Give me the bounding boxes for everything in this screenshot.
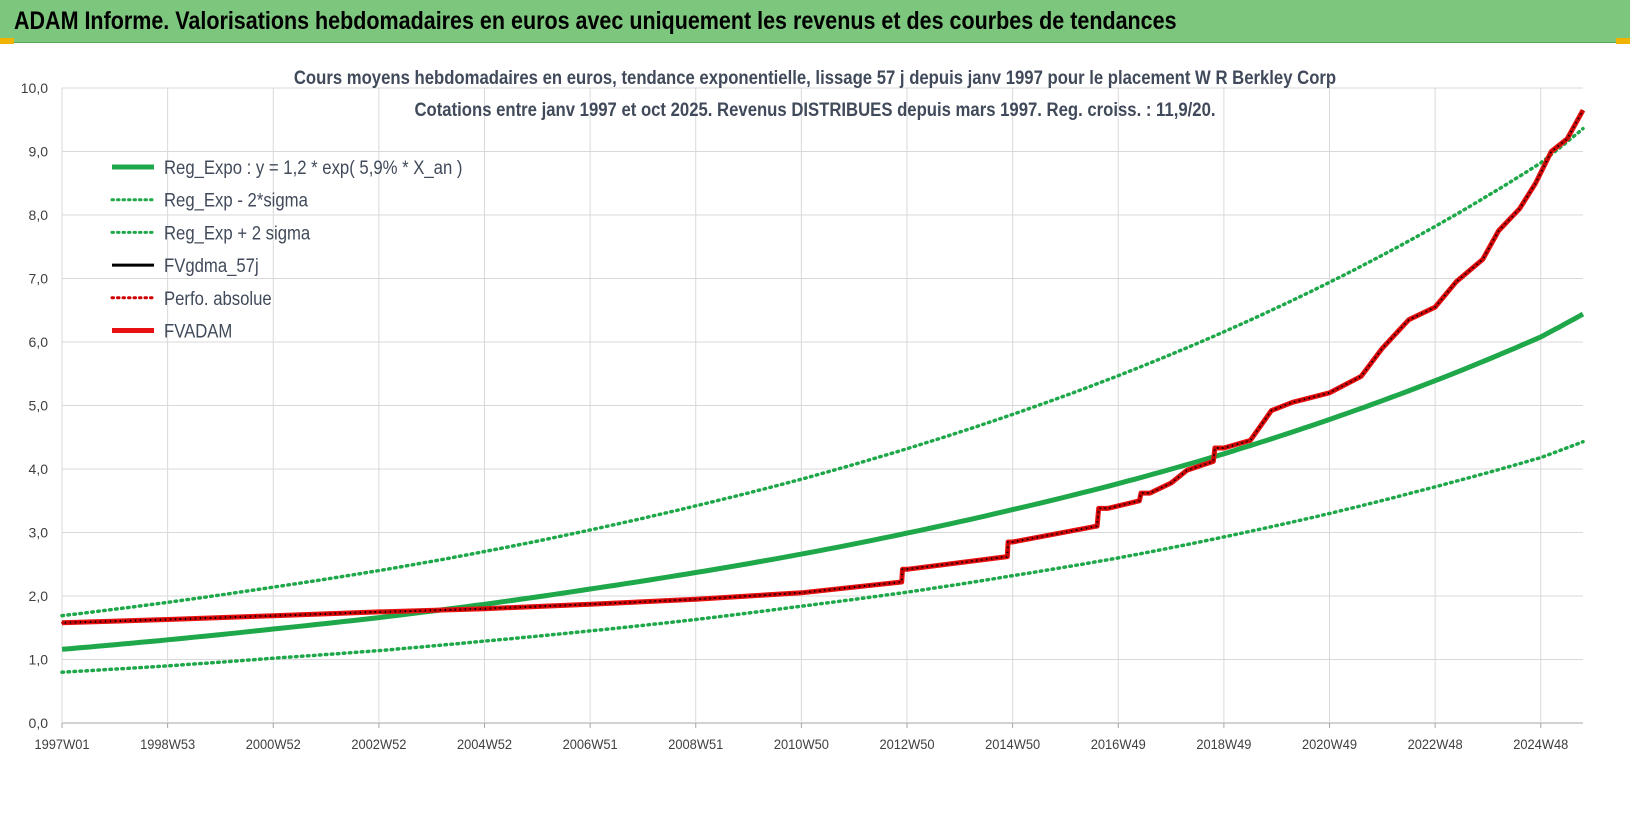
legend-label: FVgdma_57j: [164, 255, 259, 277]
x-tick-label: 2016W49: [1091, 737, 1146, 753]
x-tick-label: 2020W49: [1302, 737, 1357, 753]
corner-mark-right: [1616, 38, 1630, 44]
x-tick-label: 1997W01: [34, 737, 89, 753]
chart-legend: Reg_Expo : y = 1,2 * exp( 5,9% * X_an ) R…: [110, 157, 462, 342]
x-tick-label: 2004W52: [457, 737, 512, 753]
x-tick-label: 2000W52: [246, 737, 301, 753]
y-tick-label: 10,0: [21, 80, 48, 96]
y-tick-label: 9,0: [29, 144, 49, 160]
x-tick-label: 2014W50: [985, 737, 1040, 753]
y-tick-label: 5,0: [29, 398, 49, 414]
y-tick-label: 6,0: [29, 334, 49, 350]
chart-frame: 0,0 1,0 2,0 3,0 4,0 5,0 6,0 7,0 8,0 9,0 10,0 1997W…: [0, 42, 1630, 815]
chart-title-line1: Cours moyens hebdomadaires en euros, ten…: [294, 67, 1336, 88]
series-line-reg-exp-minus-2sigma: [60, 439, 1585, 674]
x-tick-label: 1998W53: [140, 737, 195, 753]
report-header: ADAM Informe. Valorisations hebdomadaire…: [0, 0, 1630, 43]
y-tick-label: 3,0: [29, 525, 49, 541]
y-tick-label: 0,0: [29, 715, 49, 731]
legend-label: Perfo. absolue: [164, 288, 272, 309]
x-tick-label: 2008W51: [668, 737, 723, 753]
y-tick-label: 2,0: [29, 588, 49, 604]
chart-title-line2: Cotations entre janv 1997 et oct 2025. R…: [414, 99, 1215, 120]
x-tick-label: 2006W51: [563, 737, 618, 753]
plot-area: [60, 108, 1586, 674]
y-tick-label: 8,0: [29, 207, 49, 223]
series-line-reg-exp-plus-2sigma: [60, 126, 1585, 618]
series-line-reg-expo: [61, 311, 1585, 652]
x-tick-label: 2012W50: [879, 737, 934, 753]
legend-label: FVADAM: [164, 321, 232, 342]
x-tick-label: 2024W48: [1513, 737, 1568, 753]
legend-label: Reg_Exp - 2*sigma: [164, 190, 308, 212]
y-axis: 0,0 1,0 2,0 3,0 4,0 5,0 6,0 7,0 8,0 9,0 10,0: [21, 80, 48, 731]
series-line-fvadam: [61, 108, 1586, 626]
y-tick-label: 7,0: [29, 271, 49, 287]
trend-chart: 0,0 1,0 2,0 3,0 4,0 5,0 6,0 7,0 8,0 9,0 10,0 1997W…: [21, 67, 1586, 752]
x-tick-label: 2002W52: [351, 737, 406, 753]
x-axis: 1997W01 1998W53 2000W52 2002W52 2004W52 2006W…: [34, 723, 1568, 752]
y-tick-label: 1,0: [29, 652, 49, 668]
corner-mark-left: [0, 38, 14, 44]
x-tick-label: 2018W49: [1196, 737, 1251, 753]
y-tick-label: 4,0: [29, 461, 49, 477]
series-line-perfo-absolue: [61, 109, 1584, 624]
report-title: ADAM Informe. Valorisations hebdomadaire…: [14, 7, 1177, 35]
x-tick-label: 2010W50: [774, 737, 829, 753]
series-line-fvgdma-57j: [61, 109, 1584, 624]
x-tick-label: 2022W48: [1408, 737, 1463, 753]
legend-label: Reg_Exp + 2 sigma: [164, 222, 310, 244]
legend-label: Reg_Expo : y = 1,2 * exp( 5,9% * X_an ): [164, 157, 462, 179]
